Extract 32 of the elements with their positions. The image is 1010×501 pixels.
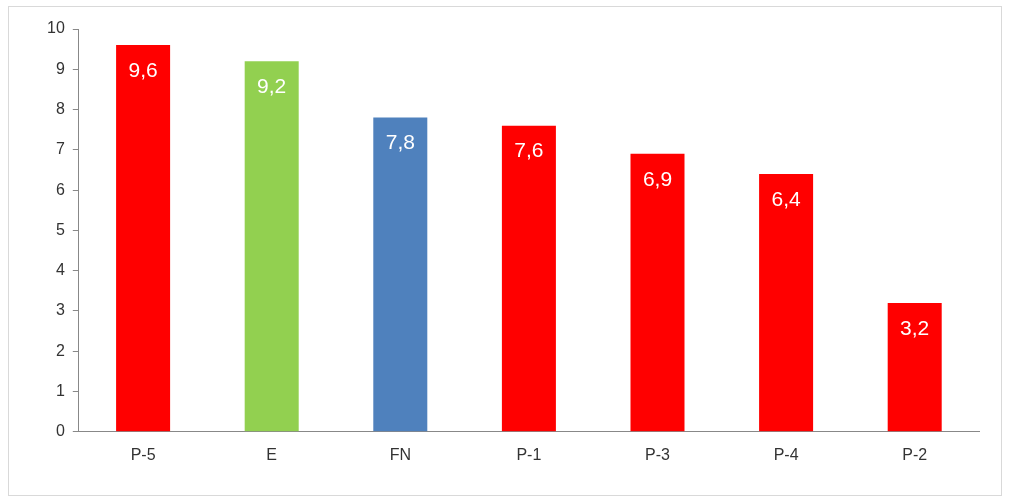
y-tick-label: 4 [55,261,65,279]
y-tick-label: 8 [55,99,65,117]
x-tick-label: E [266,445,278,463]
x-tick-label: P-2 [902,445,928,463]
y-tick-label: 0 [55,422,65,440]
data-label: 6,4 [771,186,802,210]
bar [116,45,171,432]
y-tick-label: 10 [47,19,65,37]
x-tick-label: P-5 [130,445,156,463]
x-tick-label: P-3 [645,445,671,463]
y-tick-label: 1 [55,381,65,399]
x-tick-label: FN [389,445,411,463]
y-tick-label: 7 [55,140,65,158]
data-label: 9,6 [128,57,158,81]
bar [373,117,428,432]
data-label: 3,2 [900,315,930,339]
bar [501,125,556,432]
y-tick-label: 9 [55,59,65,77]
data-label: 9,2 [257,74,287,98]
y-tick-label: 2 [55,341,65,359]
bar [244,61,299,432]
data-label: 7,6 [514,138,544,162]
x-tick-label: P-4 [773,445,799,463]
y-tick-label: 3 [55,301,65,319]
y-tick-label: 6 [55,180,65,198]
bar [759,174,814,432]
x-tick-label: P-1 [516,445,542,463]
bar [630,153,685,432]
data-label: 7,8 [385,130,415,154]
data-label: 6,9 [642,166,673,190]
bar [887,302,942,432]
y-tick-label: 5 [55,220,65,238]
